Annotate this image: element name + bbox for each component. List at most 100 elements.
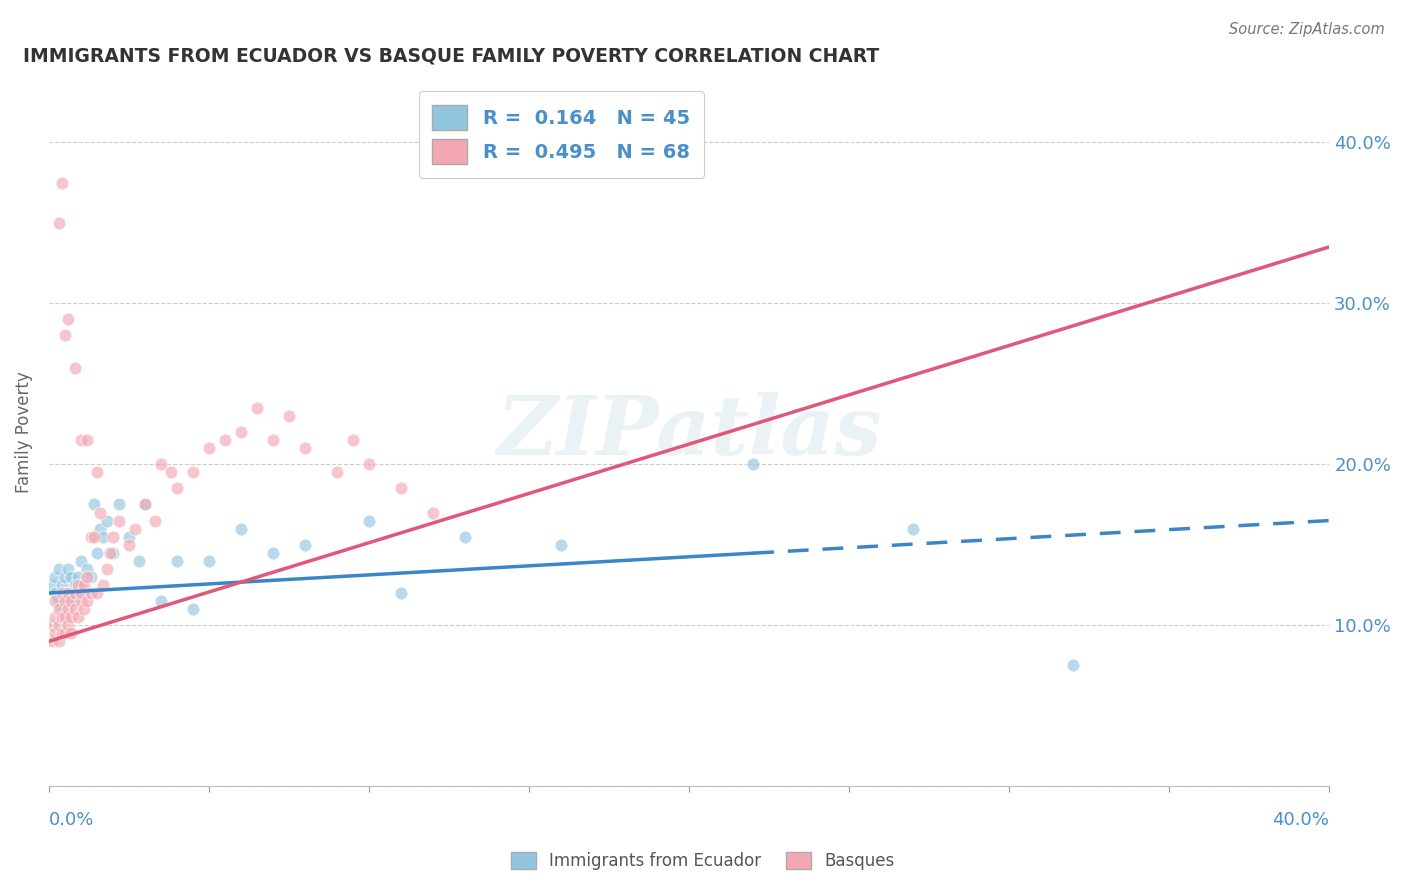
- Point: [278, 409, 301, 423]
- Legend: R =  0.164   N = 45, R =  0.495   N = 68: R = 0.164 N = 45, R = 0.495 N = 68: [419, 91, 703, 178]
- Point: [63, 594, 86, 608]
- Point: [229, 522, 252, 536]
- Point: [93, 578, 115, 592]
- Point: [51, 586, 73, 600]
- Text: IMMIGRANTS FROM ECUADOR VS BASQUE FAMILY POVERTY CORRELATION CHART: IMMIGRANTS FROM ECUADOR VS BASQUE FAMILY…: [24, 46, 880, 65]
- Point: [86, 465, 108, 479]
- Point: [83, 530, 105, 544]
- Point: [89, 506, 111, 520]
- Point: [198, 441, 221, 455]
- Legend: Immigrants from Ecuador, Basques: Immigrants from Ecuador, Basques: [505, 845, 901, 877]
- Point: [550, 538, 572, 552]
- Point: [70, 554, 93, 568]
- Point: [294, 441, 316, 455]
- Point: [181, 465, 204, 479]
- Point: [53, 610, 76, 624]
- Point: [357, 514, 380, 528]
- Point: [1062, 658, 1084, 673]
- Point: [51, 610, 73, 624]
- Point: [70, 578, 93, 592]
- Point: [101, 546, 124, 560]
- Point: [51, 176, 73, 190]
- Point: [454, 530, 477, 544]
- Point: [44, 610, 66, 624]
- Point: [198, 554, 221, 568]
- Point: [44, 586, 66, 600]
- Text: 0.0%: 0.0%: [49, 811, 94, 830]
- Point: [86, 586, 108, 600]
- Point: [134, 498, 156, 512]
- Point: [48, 216, 70, 230]
- Point: [76, 433, 98, 447]
- Text: Source: ZipAtlas.com: Source: ZipAtlas.com: [1229, 22, 1385, 37]
- Point: [73, 578, 96, 592]
- Point: [166, 481, 188, 495]
- Point: [342, 433, 364, 447]
- Point: [76, 570, 98, 584]
- Point: [53, 594, 76, 608]
- Point: [44, 626, 66, 640]
- Point: [73, 586, 96, 600]
- Point: [53, 570, 76, 584]
- Point: [56, 594, 79, 608]
- Point: [262, 546, 284, 560]
- Point: [56, 602, 79, 616]
- Point: [229, 425, 252, 439]
- Point: [48, 634, 70, 648]
- Point: [60, 610, 83, 624]
- Point: [48, 562, 70, 576]
- Point: [246, 401, 269, 415]
- Point: [70, 433, 93, 447]
- Point: [44, 594, 66, 608]
- Point: [159, 465, 181, 479]
- Point: [48, 618, 70, 632]
- Point: [56, 312, 79, 326]
- Point: [422, 506, 444, 520]
- Point: [181, 602, 204, 616]
- Point: [108, 498, 131, 512]
- Point: [66, 578, 89, 592]
- Point: [79, 586, 101, 600]
- Point: [66, 570, 89, 584]
- Point: [86, 546, 108, 560]
- Point: [60, 586, 83, 600]
- Point: [63, 360, 86, 375]
- Point: [262, 433, 284, 447]
- Point: [51, 578, 73, 592]
- Point: [118, 530, 141, 544]
- Point: [66, 610, 89, 624]
- Point: [76, 562, 98, 576]
- Point: [41, 634, 63, 648]
- Y-axis label: Family Poverty: Family Poverty: [15, 371, 32, 493]
- Point: [150, 594, 173, 608]
- Point: [60, 626, 83, 640]
- Point: [134, 498, 156, 512]
- Point: [60, 570, 83, 584]
- Point: [389, 481, 412, 495]
- Point: [742, 457, 765, 471]
- Point: [76, 594, 98, 608]
- Point: [53, 328, 76, 343]
- Point: [389, 586, 412, 600]
- Point: [48, 594, 70, 608]
- Point: [56, 618, 79, 632]
- Point: [326, 465, 349, 479]
- Point: [96, 562, 118, 576]
- Point: [89, 522, 111, 536]
- Point: [44, 570, 66, 584]
- Point: [60, 594, 83, 608]
- Point: [63, 602, 86, 616]
- Point: [70, 586, 93, 600]
- Point: [83, 498, 105, 512]
- Point: [124, 522, 146, 536]
- Point: [93, 530, 115, 544]
- Text: ZIPatlas: ZIPatlas: [496, 392, 882, 472]
- Point: [79, 530, 101, 544]
- Point: [70, 594, 93, 608]
- Point: [51, 602, 73, 616]
- Point: [143, 514, 166, 528]
- Point: [53, 626, 76, 640]
- Point: [51, 626, 73, 640]
- Point: [63, 578, 86, 592]
- Point: [96, 514, 118, 528]
